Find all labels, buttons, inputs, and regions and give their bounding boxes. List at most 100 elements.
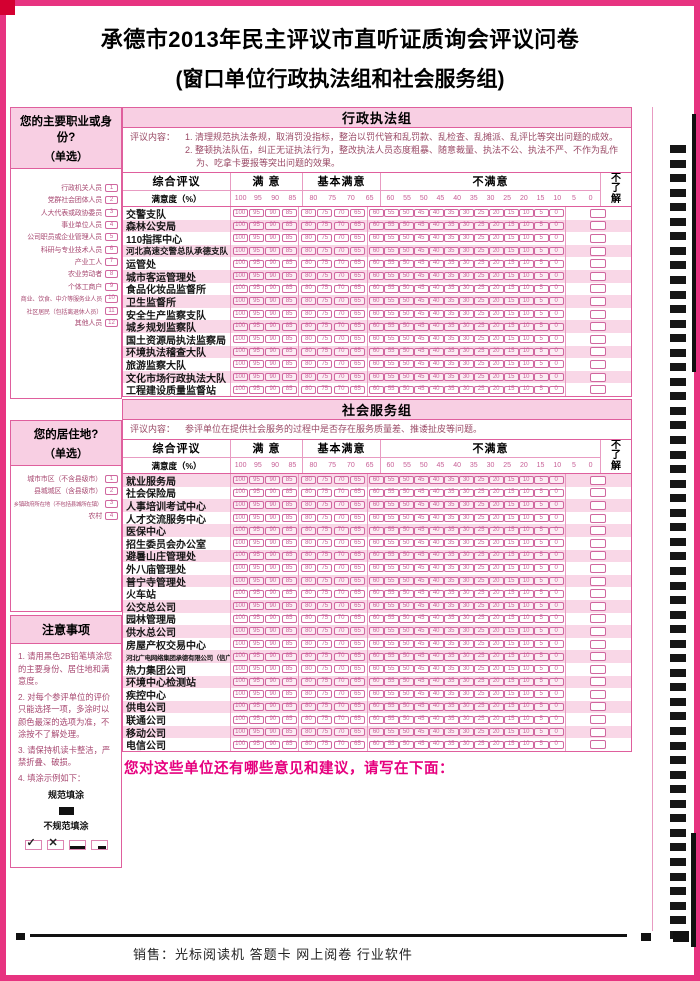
score-bubble-75[interactable]: 75 [317,551,333,560]
score-bubble-80[interactable]: 80 [300,221,316,230]
score-bubble-55[interactable]: 55 [383,526,399,535]
score-bubble-50[interactable]: 50 [398,577,414,586]
score-bubble-15[interactable]: 15 [503,652,519,661]
score-bubble-55[interactable]: 55 [383,539,399,548]
score-bubble-40[interactable]: 40 [428,526,444,535]
score-bubble-35[interactable]: 35 [443,476,459,485]
score-bubble-25[interactable]: 25 [473,640,489,649]
score-bubble-45[interactable]: 45 [413,677,429,686]
score-bubble-90[interactable]: 90 [265,488,281,497]
score-bubble-70[interactable]: 70 [333,702,349,711]
score-bubble-5[interactable]: 5 [533,640,549,649]
score-bubble-100[interactable]: 100 [232,577,248,586]
score-bubble-70[interactable]: 70 [333,715,349,724]
score-bubble-100[interactable]: 100 [232,247,248,256]
score-bubble-15[interactable]: 15 [503,665,519,674]
score-bubble-55[interactable]: 55 [383,627,399,636]
score-bubble-35[interactable]: 35 [443,728,459,737]
score-bubble-25[interactable]: 25 [473,564,489,573]
score-bubble-60[interactable]: 60 [368,234,384,243]
score-bubble-5[interactable]: 5 [533,514,549,523]
score-bubble-65[interactable]: 65 [349,488,365,497]
score-bubble-25[interactable]: 25 [473,385,489,394]
score-bubble-15[interactable]: 15 [503,221,519,230]
score-bubble-5[interactable]: 5 [533,360,549,369]
score-bubble-50[interactable]: 50 [398,476,414,485]
score-bubble-5[interactable]: 5 [533,614,549,623]
score-bubble-10[interactable]: 10 [518,564,534,573]
score-bubble-45[interactable]: 45 [413,589,429,598]
unknown-bubble[interactable] [590,322,607,332]
score-bubble-0[interactable]: 0 [548,665,564,674]
score-bubble-85[interactable]: 85 [281,272,297,281]
score-bubble-45[interactable]: 45 [413,551,429,560]
score-bubble-20[interactable]: 20 [488,297,504,306]
score-bubble-15[interactable]: 15 [503,514,519,523]
score-bubble-0[interactable]: 0 [548,526,564,535]
score-bubble-80[interactable]: 80 [300,589,316,598]
score-bubble-60[interactable]: 60 [368,259,384,268]
score-bubble-85[interactable]: 85 [281,385,297,394]
score-bubble-50[interactable]: 50 [398,259,414,268]
score-bubble-15[interactable]: 15 [503,702,519,711]
unknown-bubble[interactable] [590,551,607,561]
score-bubble-30[interactable]: 30 [458,259,474,268]
score-bubble-65[interactable]: 65 [349,284,365,293]
score-bubble-55[interactable]: 55 [383,614,399,623]
score-bubble-75[interactable]: 75 [317,740,333,749]
score-bubble-80[interactable]: 80 [300,614,316,623]
score-bubble-80[interactable]: 80 [300,284,316,293]
score-bubble-50[interactable]: 50 [398,488,414,497]
score-bubble-80[interactable]: 80 [300,297,316,306]
score-bubble-30[interactable]: 30 [458,551,474,560]
score-bubble-0[interactable]: 0 [548,385,564,394]
score-bubble-20[interactable]: 20 [488,385,504,394]
unknown-bubble[interactable] [590,385,607,395]
score-bubble-0[interactable]: 0 [548,259,564,268]
score-bubble-80[interactable]: 80 [300,564,316,573]
score-bubble-75[interactable]: 75 [317,501,333,510]
residence-bubble-2[interactable]: 2 [105,487,118,496]
unknown-bubble[interactable] [590,359,607,369]
score-bubble-60[interactable]: 60 [368,514,384,523]
score-bubble-20[interactable]: 20 [488,715,504,724]
score-bubble-75[interactable]: 75 [317,640,333,649]
score-bubble-80[interactable]: 80 [300,665,316,674]
score-bubble-85[interactable]: 85 [281,526,297,535]
score-bubble-45[interactable]: 45 [413,247,429,256]
score-bubble-25[interactable]: 25 [473,360,489,369]
score-bubble-75[interactable]: 75 [317,347,333,356]
score-bubble-60[interactable]: 60 [368,209,384,218]
unknown-bubble[interactable] [590,664,607,674]
score-bubble-40[interactable]: 40 [428,564,444,573]
score-bubble-75[interactable]: 75 [317,690,333,699]
score-bubble-25[interactable]: 25 [473,514,489,523]
score-bubble-80[interactable]: 80 [300,690,316,699]
score-bubble-35[interactable]: 35 [443,690,459,699]
score-bubble-60[interactable]: 60 [368,728,384,737]
score-bubble-15[interactable]: 15 [503,564,519,573]
score-bubble-75[interactable]: 75 [317,488,333,497]
score-bubble-50[interactable]: 50 [398,373,414,382]
score-bubble-5[interactable]: 5 [533,259,549,268]
score-bubble-85[interactable]: 85 [281,665,297,674]
score-bubble-70[interactable]: 70 [333,247,349,256]
score-bubble-40[interactable]: 40 [428,652,444,661]
score-bubble-5[interactable]: 5 [533,702,549,711]
score-bubble-10[interactable]: 10 [518,476,534,485]
score-bubble-100[interactable]: 100 [232,347,248,356]
score-bubble-10[interactable]: 10 [518,652,534,661]
score-bubble-40[interactable]: 40 [428,602,444,611]
score-bubble-15[interactable]: 15 [503,297,519,306]
score-bubble-5[interactable]: 5 [533,234,549,243]
score-bubble-0[interactable]: 0 [548,740,564,749]
score-bubble-50[interactable]: 50 [398,526,414,535]
score-bubble-20[interactable]: 20 [488,234,504,243]
score-bubble-95[interactable]: 95 [248,360,264,369]
score-bubble-40[interactable]: 40 [428,259,444,268]
score-bubble-20[interactable]: 20 [488,602,504,611]
score-bubble-0[interactable]: 0 [548,728,564,737]
score-bubble-10[interactable]: 10 [518,627,534,636]
score-bubble-0[interactable]: 0 [548,476,564,485]
score-bubble-85[interactable]: 85 [281,335,297,344]
